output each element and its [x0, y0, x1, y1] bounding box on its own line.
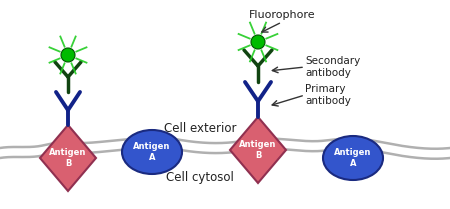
Circle shape: [251, 35, 265, 49]
Circle shape: [61, 48, 75, 62]
Text: Cell cytosol: Cell cytosol: [166, 172, 234, 185]
Text: Antigen
A: Antigen A: [133, 142, 171, 162]
Ellipse shape: [323, 136, 383, 180]
Text: Fluorophore: Fluorophore: [249, 10, 315, 20]
Text: Cell exterior: Cell exterior: [164, 121, 236, 135]
Text: Antigen
B: Antigen B: [50, 148, 87, 168]
Text: Primary
antibody: Primary antibody: [305, 84, 351, 106]
Polygon shape: [230, 117, 286, 183]
Text: Antigen
B: Antigen B: [239, 140, 277, 160]
Ellipse shape: [122, 130, 182, 174]
Text: Secondary
antibody: Secondary antibody: [305, 56, 360, 78]
Polygon shape: [40, 125, 96, 191]
Text: Antigen
A: Antigen A: [334, 148, 372, 168]
